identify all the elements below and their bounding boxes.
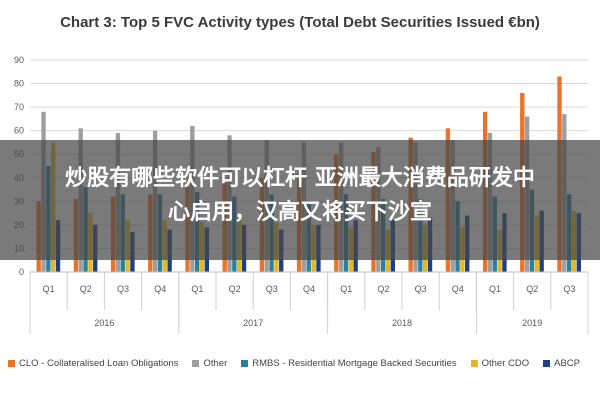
x-group-label: 2017 [243, 318, 263, 328]
x-group-label: 2019 [522, 318, 542, 328]
legend-swatch [192, 359, 200, 367]
overlay-text: 炒股有哪些软件可以杠杆 亚洲最大消费品研发中 心启用，汉高又将买下沙宣 [14, 162, 586, 230]
x-tick-label: Q2 [526, 284, 538, 294]
legend-label: Other CDO [481, 357, 530, 369]
overlay-line-2: 心启用，汉高又将买下沙宣 [167, 200, 432, 225]
x-tick-label: Q2 [377, 284, 389, 294]
x-tick-label: Q3 [266, 284, 278, 294]
legend-swatch [470, 359, 478, 367]
legend-item: RMBS - Residential Mortgage Backed Secur… [241, 357, 457, 369]
legend-item: CLO - Collateralised Loan Obligations [8, 358, 178, 369]
legend-swatch [543, 359, 551, 367]
y-tick-label: 90 [14, 55, 24, 65]
y-tick-label: 80 [14, 79, 24, 89]
y-tick-label: 70 [14, 102, 24, 112]
legend-swatch [8, 359, 15, 367]
x-group-label: 2018 [392, 318, 412, 328]
chart-legend: CLO - Collateralised Loan Obligations Oth… [8, 352, 600, 374]
legend-label: CLO - Collateralised Loan Obligations [19, 357, 179, 369]
legend-swatch [241, 359, 249, 367]
x-tick-label: Q2 [229, 284, 241, 294]
x-tick-label: Q1 [191, 284, 203, 294]
x-tick-label: Q3 [415, 284, 427, 294]
overlay-banner: 炒股有哪些软件可以杠杆 亚洲最大消费品研发中 心启用，汉高又将买下沙宣 [0, 140, 600, 260]
y-tick-label: 0 [19, 267, 24, 277]
legend-label: ABCP [554, 357, 580, 369]
legend-item: Other CDO [470, 357, 530, 369]
x-tick-label: Q2 [80, 284, 92, 294]
x-tick-label: Q4 [154, 284, 166, 294]
legend-item: ABCP [543, 358, 580, 369]
legend-item: Other [192, 358, 227, 369]
x-tick-label: Q1 [340, 284, 352, 294]
x-tick-label: Q3 [563, 284, 575, 294]
x-tick-label: Q4 [452, 284, 464, 294]
chart-title: Chart 3: Top 5 FVC Activity types (Total… [60, 14, 540, 31]
x-group-label: 2016 [94, 318, 114, 328]
x-tick-label: Q4 [303, 284, 315, 294]
x-tick-label: Q3 [117, 284, 129, 294]
legend-label: Other [203, 357, 228, 369]
x-tick-label: Q1 [43, 284, 55, 294]
y-tick-label: 60 [14, 126, 24, 136]
legend-label: RMBS - Residential Mortgage Backed Secur… [252, 357, 457, 369]
overlay-line-1: 炒股有哪些软件可以杠杆 亚洲最大消费品研发中 [65, 166, 535, 191]
x-tick-label: Q1 [489, 284, 501, 294]
